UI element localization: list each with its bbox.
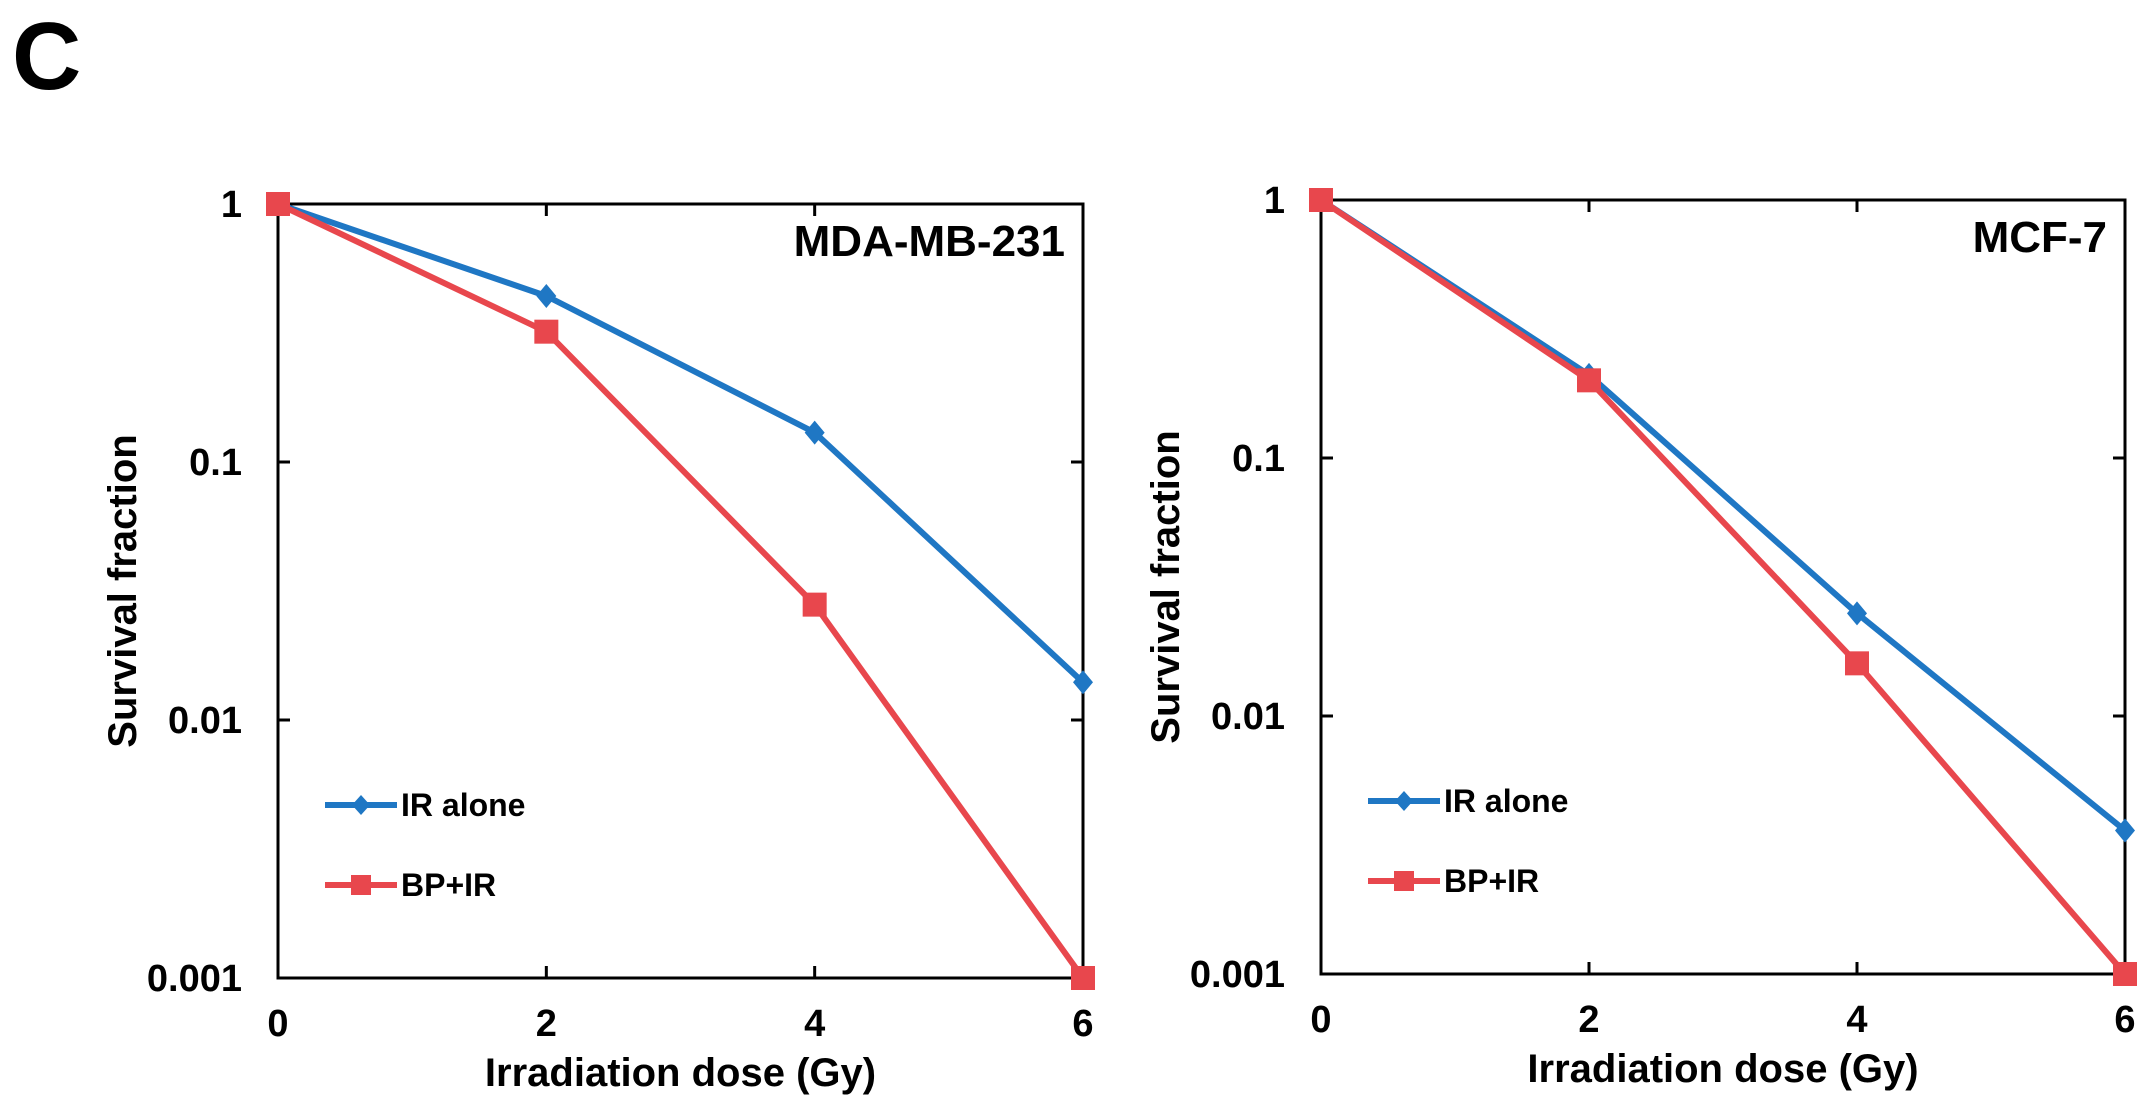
- data-point: [1845, 651, 1869, 676]
- series-line: [277, 201, 1086, 685]
- data-point: [804, 420, 825, 445]
- y-tick-label: 1: [221, 184, 242, 226]
- data-point: [1309, 188, 1333, 212]
- series-ir-alone: [1311, 188, 2135, 843]
- legend: IR alone BP+IR: [1368, 783, 1568, 899]
- x-tick-label: 0: [267, 1003, 288, 1045]
- x-axis-label: Irradiation dose (Gy): [485, 1051, 876, 1095]
- data-point: [536, 283, 557, 308]
- x-tick-label: 4: [804, 1003, 825, 1045]
- y-tick-label: 0.01: [168, 700, 242, 742]
- data-point: [2115, 818, 2135, 843]
- series-line: [1319, 197, 2128, 976]
- plot-frame: [1319, 198, 2127, 976]
- data-point: [2113, 962, 2137, 986]
- y-axis-label: Survival fraction: [101, 434, 145, 747]
- data-point: [1071, 966, 1095, 990]
- x-tick-label: 6: [1072, 1003, 1093, 1045]
- series-bp-ir: [1309, 188, 2137, 986]
- data-point: [1847, 601, 1867, 626]
- data-point: [1577, 368, 1601, 393]
- plot-frame: [276, 202, 1085, 980]
- chart-2: 0 2 4 6 1 0.1 0.01 0.001 Irradiation dose (Gy) Su…: [1144, 180, 2137, 1091]
- legend-label: IR alone: [401, 787, 525, 823]
- legend-marker: [351, 875, 371, 895]
- legend-label: BP+IR: [401, 867, 496, 903]
- series-ir-alone: [268, 192, 1093, 695]
- y-tick-label: 0.001: [147, 958, 242, 1000]
- data-point: [1073, 670, 1093, 695]
- chart-1: 0 2 4 6 1 0.1 0.01 0.001 Irradiation dose (Gy) Su…: [101, 184, 1095, 1095]
- chart-title: MCF-7: [1973, 213, 2107, 262]
- chart-title: MDA-MB-231: [794, 217, 1065, 266]
- legend-marker: [352, 795, 370, 815]
- x-tick-label: 2: [1578, 999, 1599, 1041]
- y-tick-label: 0.01: [1211, 696, 1285, 738]
- legend-marker: [1394, 871, 1414, 891]
- series-bp-ir: [266, 192, 1095, 990]
- y-tick-label: 0.001: [1190, 954, 1285, 996]
- y-tick-label: 0.1: [1232, 438, 1285, 480]
- panel-label: C: [12, 3, 82, 110]
- legend-marker: [1395, 791, 1413, 811]
- x-tick-label: 2: [536, 1003, 557, 1045]
- y-tick-label: 0.1: [189, 442, 242, 484]
- x-tick-label: 0: [1310, 999, 1331, 1041]
- series-line: [1319, 197, 2127, 833]
- legend-label: IR alone: [1444, 783, 1568, 819]
- x-axis-label: Irradiation dose (Gy): [1527, 1047, 1918, 1091]
- x-tick-label: 4: [1846, 999, 1867, 1041]
- data-point: [802, 592, 827, 617]
- series-line: [276, 201, 1086, 980]
- legend-label: BP+IR: [1444, 863, 1539, 899]
- data-point: [266, 192, 290, 216]
- y-axis-label: Survival fraction: [1144, 430, 1188, 743]
- legend: IR alone BP+IR: [325, 787, 525, 903]
- data-point: [534, 319, 559, 344]
- y-tick-label: 1: [1264, 180, 1285, 222]
- x-tick-label: 6: [2114, 999, 2135, 1041]
